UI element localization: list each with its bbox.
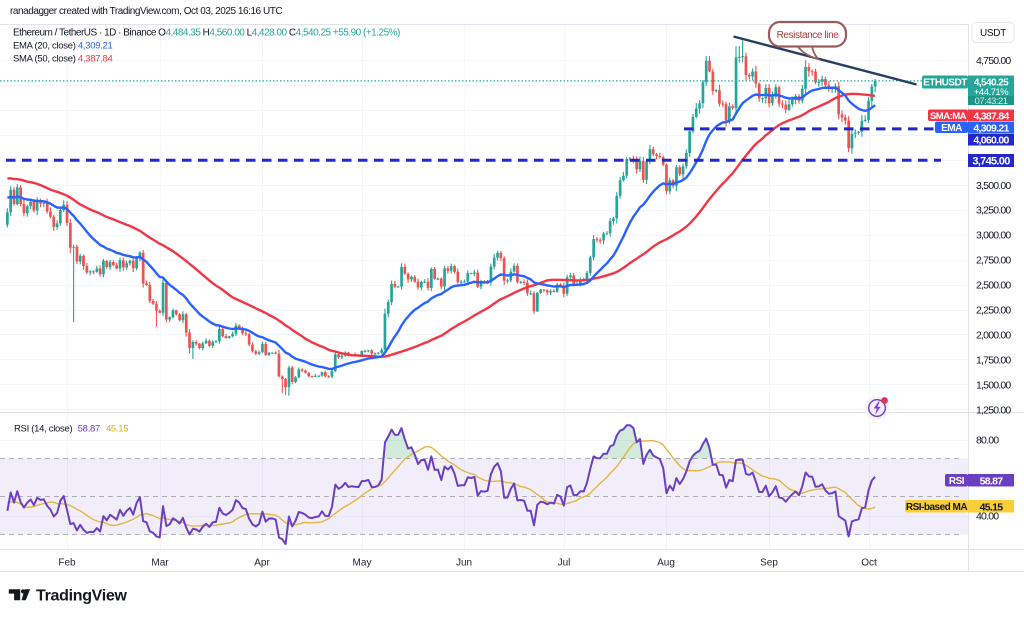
- svg-text:Jun: Jun: [456, 558, 472, 569]
- svg-text:EMA: EMA: [941, 123, 962, 134]
- svg-text:3,500.00: 3,500.00: [976, 180, 1011, 192]
- svg-text:Ethereum / TetherUS · 1D · Bin: Ethereum / TetherUS · 1D · Binance O4,48…: [13, 28, 400, 39]
- svg-text:RSI: RSI: [949, 476, 965, 487]
- svg-text:May: May: [353, 558, 372, 569]
- svg-text:Feb: Feb: [58, 558, 76, 569]
- svg-text:2,750.00: 2,750.00: [976, 255, 1011, 267]
- svg-text:3,000.00: 3,000.00: [976, 230, 1011, 242]
- svg-text:2,500.00: 2,500.00: [976, 280, 1011, 292]
- svg-text:RSI-based MA: RSI-based MA: [906, 502, 968, 513]
- svg-text:ranadagger created with Tradin: ranadagger created with TradingView.com,…: [10, 6, 282, 17]
- svg-text:ETHUSDT: ETHUSDT: [923, 78, 967, 89]
- svg-text:45.15: 45.15: [980, 501, 1004, 513]
- svg-text:4,750.00: 4,750.00: [976, 55, 1011, 67]
- svg-text:Mar: Mar: [151, 558, 169, 569]
- svg-text:TradingView: TradingView: [36, 588, 128, 605]
- svg-text:07:43:21: 07:43:21: [975, 96, 1008, 107]
- svg-text:80.00: 80.00: [976, 435, 999, 447]
- svg-text:4,309.21: 4,309.21: [973, 122, 1009, 134]
- svg-text:1,250.00: 1,250.00: [976, 404, 1011, 416]
- svg-text:Sep: Sep: [760, 558, 778, 569]
- svg-text:2,250.00: 2,250.00: [976, 305, 1011, 317]
- svg-text:2,000.00: 2,000.00: [976, 329, 1011, 341]
- svg-text:Resistance line: Resistance line: [777, 30, 840, 41]
- svg-text:SMA (50, close) 4,387.84: SMA (50, close) 4,387.84: [13, 54, 113, 65]
- svg-text:58.87: 58.87: [980, 475, 1004, 487]
- svg-text:3,745.00: 3,745.00: [972, 156, 1010, 168]
- svg-text:USDT: USDT: [980, 28, 1006, 39]
- svg-text:1,500.00: 1,500.00: [976, 379, 1011, 391]
- svg-text:Oct: Oct: [861, 558, 877, 569]
- svg-text:4,060.00: 4,060.00: [973, 135, 1009, 147]
- svg-text:Jul: Jul: [558, 558, 571, 569]
- svg-text:40.00: 40.00: [976, 511, 999, 523]
- svg-text:EMA (20, close) 4,309.21: EMA (20, close) 4,309.21: [13, 41, 113, 52]
- svg-text:3,250.00: 3,250.00: [976, 205, 1011, 217]
- svg-text:Apr: Apr: [254, 558, 270, 569]
- svg-text:1,750.00: 1,750.00: [976, 354, 1011, 366]
- svg-text:SMA:MA: SMA:MA: [930, 111, 967, 122]
- svg-text:4,540.25: 4,540.25: [974, 78, 1009, 89]
- svg-text:+44.71%: +44.71%: [974, 87, 1009, 98]
- svg-text:4,387.84: 4,387.84: [973, 110, 1009, 122]
- svg-text:Aug: Aug: [657, 558, 675, 569]
